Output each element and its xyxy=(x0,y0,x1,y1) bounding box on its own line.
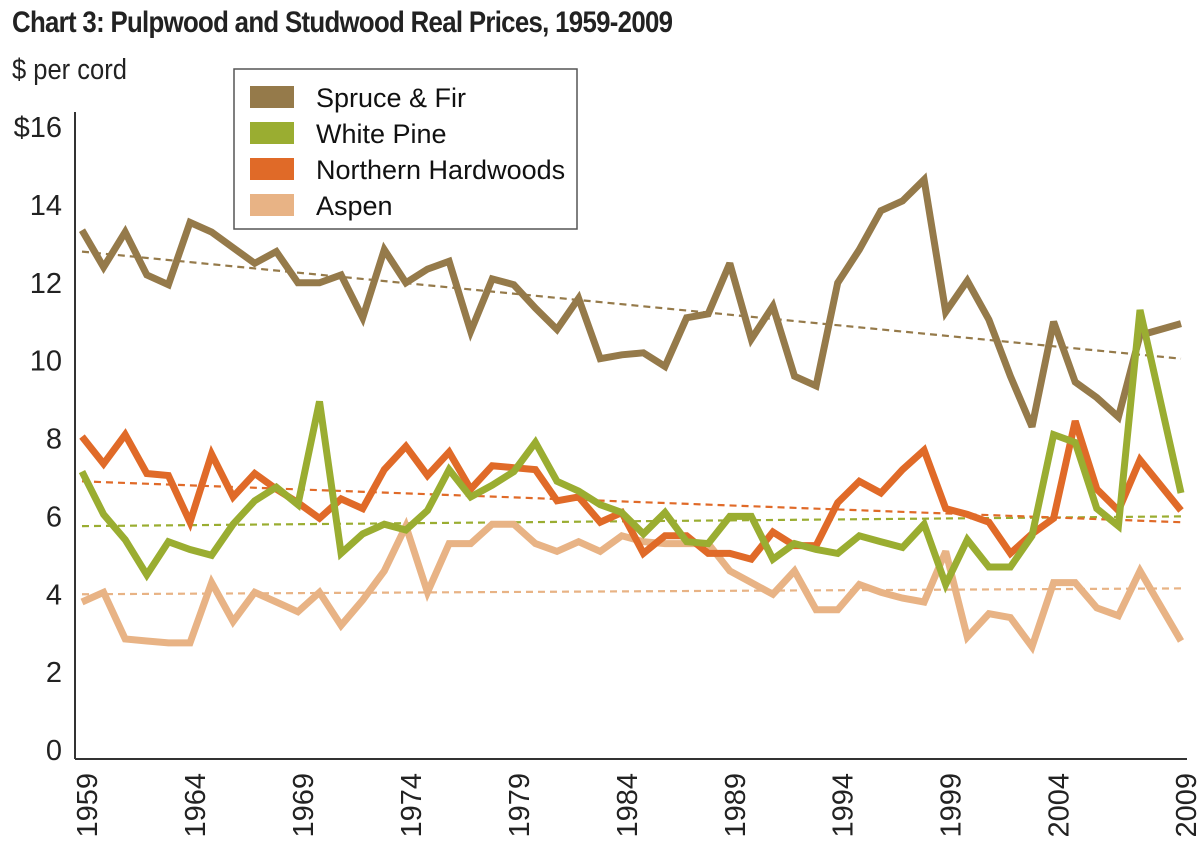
x-tick-label: 2009 xyxy=(1171,773,1200,838)
legend-swatch xyxy=(250,158,294,180)
trend-line-northern-hardwoods xyxy=(81,480,1182,524)
trend-line-aspen xyxy=(81,587,1182,596)
y-axis-unit-label: $ per cord xyxy=(12,54,127,86)
series-white-pine xyxy=(78,309,1185,594)
x-tick-label: 1994 xyxy=(828,773,860,838)
trend-line-white-pine xyxy=(81,515,1182,528)
x-tick-label: 1979 xyxy=(504,773,536,838)
y-tick-labels: 0 2 4 6 8 10 12 14 $16 xyxy=(14,112,62,767)
trend-line-spruce-fir xyxy=(81,250,1182,360)
series-line-aspen xyxy=(80,516,1185,655)
y-tick-label: $16 xyxy=(14,112,62,144)
legend-label: White Pine xyxy=(316,119,447,149)
x-tick-label: 1984 xyxy=(612,773,644,838)
series-aspen xyxy=(80,516,1185,655)
x-tick-label: 1974 xyxy=(396,773,428,838)
legend-label: Spruce & Fir xyxy=(316,83,466,113)
x-tick-label: 1989 xyxy=(720,773,752,838)
y-tick-label: 6 xyxy=(46,501,62,533)
axes-layer xyxy=(74,112,1187,760)
legend-swatch xyxy=(250,86,294,108)
legend-item-white-pine: White Pine xyxy=(250,119,447,149)
y-tick-label: 4 xyxy=(46,579,62,611)
legend-label: Aspen xyxy=(316,191,393,221)
x-tick-label: 1999 xyxy=(936,773,968,838)
x-tick-label: 1969 xyxy=(288,773,320,838)
legend-swatch xyxy=(250,194,294,216)
legend: Spruce & Fir White Pine Northern Hardwoods… xyxy=(233,68,578,230)
series-spruce-fir xyxy=(78,172,1182,429)
legend-item-aspen: Aspen xyxy=(250,191,393,221)
x-tick-label: 2004 xyxy=(1044,773,1076,838)
y-tick-label: 12 xyxy=(30,268,62,300)
legend-label: Northern Hardwoods xyxy=(316,155,565,185)
legend-swatch xyxy=(250,122,294,144)
chart-title: Chart 3: Pulpwood and Studwood Real Pric… xyxy=(12,6,673,39)
y-tick-label: 2 xyxy=(46,657,62,689)
legend-item-northern-hardwoods: Northern Hardwoods xyxy=(250,155,565,185)
y-tick-label: 10 xyxy=(30,346,62,378)
series-layer xyxy=(78,172,1185,655)
x-tick-label: 1959 xyxy=(72,773,104,838)
x-tick-labels: 1959 1964 1969 1974 1979 1984 1989 1994 1999 2004… xyxy=(72,773,1200,838)
x-tick-label: 1964 xyxy=(180,773,212,838)
y-tick-label: 14 xyxy=(30,190,62,222)
legend-item-spruce-fir: Spruce & Fir xyxy=(250,83,466,113)
y-tick-label: 8 xyxy=(46,424,62,456)
y-tick-label: 0 xyxy=(46,735,62,767)
